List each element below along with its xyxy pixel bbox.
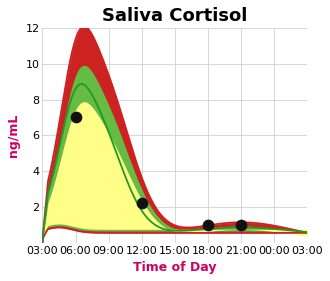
Y-axis label: ng/mL: ng/mL (7, 114, 20, 157)
Title: Saliva Cortisol: Saliva Cortisol (102, 7, 248, 25)
Point (73, 115, 78, 120)
Point (238, 223, 244, 227)
Point (205, 223, 211, 227)
X-axis label: Time of Day: Time of Day (133, 261, 216, 274)
Point (139, 201, 144, 206)
